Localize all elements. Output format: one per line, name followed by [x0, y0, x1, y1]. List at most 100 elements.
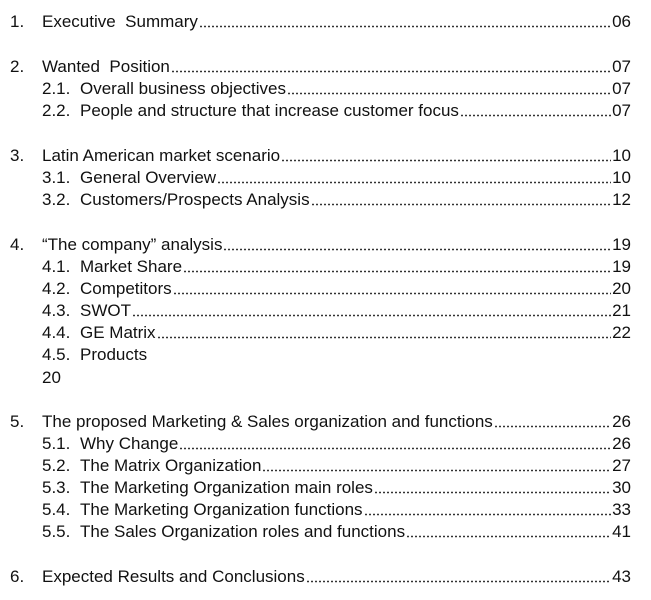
dot-leader — [281, 159, 612, 162]
entry-number: 3.1. — [42, 168, 71, 187]
entry-number: 3. — [10, 146, 25, 165]
subsection-entry: 5.3. The Marketing Organization main role… — [42, 477, 631, 499]
subsection-entry: 4.5. Products — [42, 344, 631, 366]
entry-number: 4.1. — [42, 257, 71, 276]
dot-leader — [183, 270, 612, 273]
section-entry: 5. The proposed Marketing & Sales organiz… — [10, 411, 631, 433]
dot-leader — [406, 535, 612, 538]
entry-title: Expected Results and Conclusions — [42, 567, 305, 586]
page-number: 26 — [612, 412, 631, 431]
subsection-entry: 5.1. Why Change 26 — [42, 433, 631, 455]
page-number: 20 — [612, 279, 631, 298]
dot-leader — [198, 25, 612, 28]
entry-title: GE Matrix — [80, 323, 156, 342]
page-number: 07 — [612, 79, 631, 98]
dot-leader — [286, 92, 612, 95]
dot-leader — [262, 469, 612, 472]
dot-leader — [170, 70, 612, 73]
entry-title: Products — [80, 345, 148, 364]
subsection-entry: 4.2. Competitors 20 — [42, 278, 631, 300]
dot-leader — [132, 314, 612, 317]
subsection-entry: 2.2. People and structure that increase c… — [42, 100, 631, 122]
page-number: 30 — [612, 478, 631, 497]
page-number: 06 — [612, 12, 631, 31]
dot-leader — [179, 447, 612, 450]
page-number: 43 — [612, 567, 631, 586]
subsection-entry: 2.1. Overall business objectives 07 — [42, 78, 631, 100]
entry-title: Overall business objectives — [80, 79, 286, 98]
entry-title: The Marketing Organization main roles — [80, 478, 373, 497]
section-entry: 6. Expected Results and Conclusions 43 — [10, 566, 631, 588]
entry-title: The Sales Organization roles and functio… — [80, 522, 406, 541]
page-number: 21 — [612, 301, 631, 320]
section-entry: 3. Latin American market scenario 10 — [10, 145, 631, 167]
entry-number: 5.5. — [42, 522, 71, 541]
subsection-entry: 4.1. Market Share 19 — [42, 256, 631, 278]
dot-leader — [156, 336, 612, 339]
entry-number: 2.1. — [42, 79, 71, 98]
page-number: 07 — [612, 57, 631, 76]
page-number: 07 — [612, 101, 631, 120]
subsection-entry: 5.5. The Sales Organization roles and fun… — [42, 521, 631, 543]
page-number: 19 — [612, 235, 631, 254]
subsection-entry: 3.2. Customers/Prospects Analysis 12 — [42, 189, 631, 211]
entry-number: 5.2. — [42, 456, 71, 475]
page-number: 12 — [612, 190, 631, 209]
dot-leader — [305, 580, 612, 583]
section-entry: 4. “The company” analysis 19 — [10, 234, 631, 256]
entry-title: Latin American market scenario — [42, 146, 281, 165]
entry-number: 5.1. — [42, 434, 71, 453]
entry-number: 4. — [10, 235, 25, 254]
section-entry: 2. Wanted Position 07 — [10, 56, 631, 78]
entry-title: General Overview — [80, 168, 217, 187]
entry-title: SWOT — [80, 301, 131, 320]
entry-title: The proposed Marketing & Sales organizat… — [42, 412, 493, 431]
entry-number: 3.2. — [42, 190, 71, 209]
page-number: 20 — [42, 368, 61, 387]
entry-title: People and structure that increase custo… — [80, 101, 459, 120]
entry-title: Executive Summary — [42, 12, 198, 31]
entry-title: The Matrix Organization — [80, 456, 262, 475]
dot-leader — [459, 114, 612, 117]
entry-title: “The company” analysis — [42, 235, 223, 254]
page-number: 26 — [612, 434, 631, 453]
subsection-entry: 5.2. The Matrix Organization 27 — [42, 455, 631, 477]
page-number: 27 — [612, 456, 631, 475]
dot-leader — [373, 491, 612, 494]
entry-number: 5.4. — [42, 500, 71, 519]
subsection-entry: 5.4. The Marketing Organization functions… — [42, 499, 631, 521]
entry-title: Why Change — [80, 434, 179, 453]
entry-number: 2. — [10, 57, 25, 76]
dot-leader — [223, 248, 612, 251]
dot-leader — [217, 181, 612, 184]
subsection-entry: 4.4. GE Matrix 22 — [42, 322, 631, 344]
page-number: 19 — [612, 257, 631, 276]
entry-number: 4.5. — [42, 345, 71, 364]
dot-leader — [363, 513, 612, 516]
page-number: 41 — [612, 522, 631, 541]
entry-number: 6. — [10, 567, 25, 586]
section-entry: 1. Executive Summary 06 — [10, 11, 631, 33]
entry-title: Market Share — [80, 257, 183, 276]
entry-number: 5.3. — [42, 478, 71, 497]
entry-title: The Marketing Organization functions — [80, 500, 363, 519]
page-number: 10 — [612, 146, 631, 165]
entry-title: Customers/Prospects Analysis — [80, 190, 310, 209]
entry-number: 2.2. — [42, 101, 71, 120]
entry-number: 4.2. — [42, 279, 71, 298]
page-number: 22 — [612, 323, 631, 342]
dot-leader — [172, 292, 612, 295]
subsection-entry: 3.1. General Overview 10 — [42, 167, 631, 189]
dot-leader — [310, 203, 612, 206]
page-number: 33 — [612, 500, 631, 519]
entry-number: 4.4. — [42, 323, 71, 342]
entry-number: 5. — [10, 412, 25, 431]
entry-number: 1. — [10, 12, 25, 31]
entry-title: Competitors — [80, 279, 172, 298]
entry-number: 4.3. — [42, 301, 71, 320]
dot-leader — [493, 425, 612, 428]
entry-title: Wanted Position — [42, 57, 170, 76]
subsection-entry: 4.3. SWOT 21 — [42, 300, 631, 322]
page-number: 10 — [612, 168, 631, 187]
